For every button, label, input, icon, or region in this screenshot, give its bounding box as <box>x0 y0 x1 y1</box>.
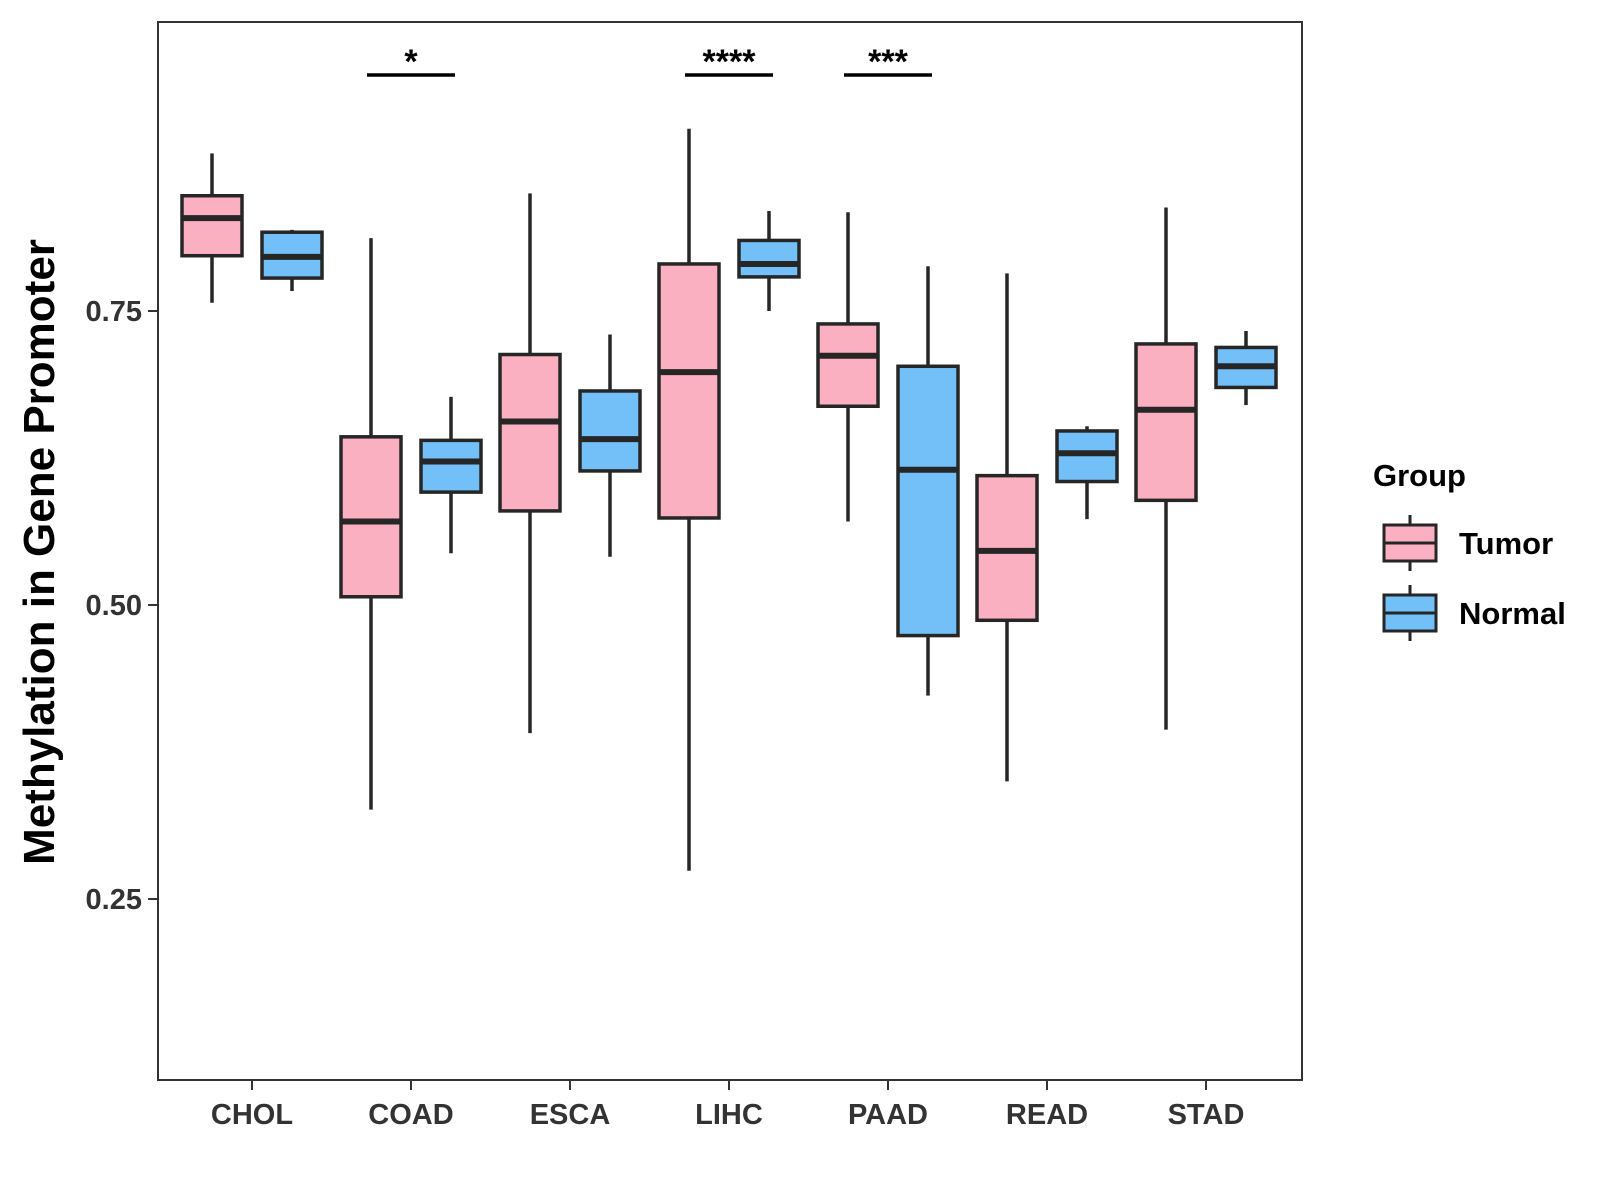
box-tumor-read <box>975 273 1039 782</box>
box-normal-lihc <box>737 211 801 311</box>
legend-title: Group <box>1373 458 1466 493</box>
x-tick-label: STAD <box>1168 1099 1245 1131</box>
box-tumor-stad <box>1134 207 1198 730</box>
box-iqr <box>816 322 880 409</box>
significance-label: * <box>404 43 418 81</box>
legend-keys: Tumor Normal <box>1382 515 1566 641</box>
legend-label: Normal <box>1459 596 1566 631</box>
x-tick-label: CHOL <box>211 1099 293 1131</box>
legend-label: Tumor <box>1459 526 1553 561</box>
y-axis-title: Methylation in Gene Promoter <box>15 239 64 865</box>
significance-label: **** <box>703 43 757 81</box>
box-normal-esca <box>578 334 642 557</box>
x-tick-label: READ <box>1006 1099 1088 1131</box>
x-tick-label: COAD <box>368 1099 453 1131</box>
box-tumor-lihc <box>657 128 721 871</box>
box-iqr <box>1134 342 1198 503</box>
box-iqr <box>498 352 562 513</box>
box-tumor-paad <box>816 212 880 522</box>
box-normal-read <box>1055 426 1119 520</box>
y-axis: 0.25 0.50 0.75 <box>86 296 158 916</box>
significance-paad: *** <box>844 43 932 81</box>
x-tick-label: LIHC <box>695 1099 763 1131</box>
significance-coad: * <box>367 43 455 81</box>
box-normal-coad <box>419 396 483 554</box>
significance-lihc: **** <box>685 43 773 81</box>
x-tick-label: PAAD <box>848 1099 928 1131</box>
box-iqr <box>896 364 960 638</box>
box-iqr <box>737 238 801 279</box>
box-tumor-chol <box>180 153 244 303</box>
box-iqr <box>180 194 244 258</box>
box-tumor-coad <box>339 238 403 810</box>
box-iqr <box>339 435 403 599</box>
boxes-layer <box>180 128 1278 871</box>
box-iqr <box>657 262 721 520</box>
significance-layer: * **** *** <box>367 43 932 81</box>
box-tumor-esca <box>498 193 562 734</box>
panel-border <box>157 21 1303 1081</box>
y-tick-label: 0.50 <box>86 590 142 622</box>
legend-entry-normal: Normal <box>1382 585 1566 641</box>
box-normal-stad <box>1214 330 1278 406</box>
box-iqr <box>419 438 483 494</box>
y-tick-label: 0.75 <box>86 296 142 328</box>
legend-entry-tumor: Tumor <box>1382 515 1553 571</box>
x-axis: CHOL COAD ESCA LIHC PAAD READ STAD <box>211 1080 1244 1131</box>
significance-label: *** <box>868 43 908 81</box>
box-normal-paad <box>896 266 960 696</box>
box-iqr <box>578 389 642 473</box>
x-tick-label: ESCA <box>530 1099 611 1131</box>
legend: Group Tumor Normal <box>1373 458 1566 641</box>
y-tick-label: 0.25 <box>86 884 142 916</box>
box-normal-chol <box>260 229 324 292</box>
